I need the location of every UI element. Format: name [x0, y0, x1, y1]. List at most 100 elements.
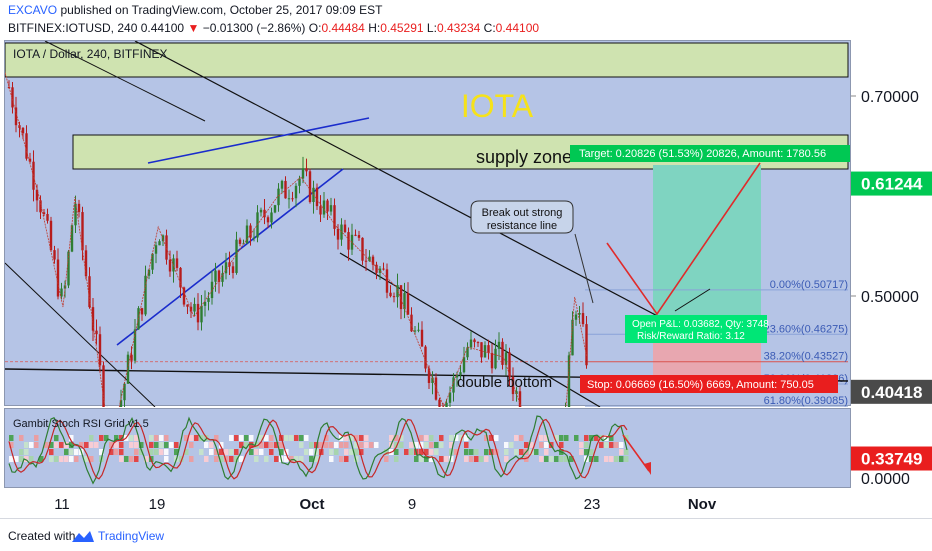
- symbol-line[interactable]: BITFINEX:IOTUSD, 240: [8, 21, 137, 35]
- grid-cell: [514, 435, 519, 441]
- grid-cell: [9, 435, 14, 441]
- candle-body: [473, 340, 475, 343]
- candle-body: [477, 342, 479, 343]
- fib-level-label: 0.00%(0.50717): [770, 279, 848, 291]
- candle-body: [270, 212, 272, 222]
- grid-cell: [419, 435, 424, 441]
- tradingview-link[interactable]: TradingView: [98, 529, 164, 543]
- candle-body: [393, 296, 395, 297]
- candle-body: [491, 353, 493, 368]
- grid-cell: [549, 456, 554, 462]
- indicator-pane[interactable]: Gambit Stoch RSI Grid v1.5: [4, 408, 851, 488]
- candle-body: [438, 400, 440, 407]
- grid-cell: [254, 449, 259, 455]
- grid-cell: [229, 456, 234, 462]
- grid-cell: [544, 456, 549, 462]
- candle-body: [207, 298, 209, 302]
- candle-body: [358, 235, 360, 238]
- grid-cell: [119, 449, 124, 455]
- candle-body: [288, 198, 290, 199]
- price-tag-label: 0.40418: [861, 383, 922, 402]
- candle-body: [344, 225, 346, 233]
- candle-body: [221, 273, 223, 282]
- grid-cell: [469, 449, 474, 455]
- candle-body: [389, 293, 391, 296]
- candle-body: [470, 340, 472, 348]
- grid-cell: [604, 456, 609, 462]
- candle-body: [267, 217, 269, 222]
- fib-level-label: 23.60%(0.46275): [764, 323, 848, 335]
- candle-body: [463, 357, 465, 372]
- grid-cell: [619, 456, 624, 462]
- grid-cell: [64, 449, 69, 455]
- candle-body: [316, 188, 318, 206]
- grid-cell: [59, 456, 64, 462]
- candle-body: [263, 210, 265, 217]
- author-link[interactable]: EXCAVO: [8, 3, 57, 17]
- grid-cell: [404, 449, 409, 455]
- grid-cell: [409, 442, 414, 448]
- tradingview-logo-icon: [72, 529, 94, 542]
- candle-body: [435, 378, 437, 400]
- grid-cell: [129, 435, 134, 441]
- grid-cell: [339, 456, 344, 462]
- channel-top-line: [135, 41, 705, 341]
- grid-cell: [229, 435, 234, 441]
- candle-body: [291, 198, 293, 199]
- candle-body: [326, 201, 328, 212]
- grid-cell: [519, 435, 524, 441]
- grid-cell: [224, 449, 229, 455]
- grid-cell: [384, 456, 389, 462]
- grid-cell: [329, 442, 334, 448]
- grid-cell: [434, 449, 439, 455]
- grid-cell: [329, 449, 334, 455]
- grid-cell: [94, 442, 99, 448]
- grid-cell: [274, 456, 279, 462]
- grid-cell: [249, 435, 254, 441]
- grid-cell: [514, 449, 519, 455]
- indicator-chart[interactable]: Gambit Stoch RSI Grid v1.5: [5, 409, 852, 489]
- close-value: 0.44100: [496, 21, 539, 35]
- grid-cell: [154, 442, 159, 448]
- candle-body: [498, 342, 500, 349]
- grid-cell: [609, 442, 614, 448]
- grid-cell: [329, 456, 334, 462]
- grid-cell: [619, 442, 624, 448]
- price-axis-svg[interactable]: 0.700000.500000.300000.612440.404180.337…: [851, 40, 932, 488]
- candle-body: [74, 204, 76, 225]
- grid-cell: [204, 456, 209, 462]
- grid-cell: [344, 449, 349, 455]
- candle-body: [186, 305, 188, 307]
- grid-cell: [429, 442, 434, 448]
- candle-body: [36, 190, 38, 201]
- grid-cell: [624, 449, 629, 455]
- grid-cell: [504, 449, 509, 455]
- price-axis[interactable]: 0.700000.500000.300000.612440.404180.337…: [851, 40, 932, 488]
- price-chart[interactable]: 0.00%(0.50717)23.60%(0.46275)38.20%(0.43…: [5, 41, 852, 407]
- grid-cell: [64, 456, 69, 462]
- grid-cell: [429, 449, 434, 455]
- grid-cell: [29, 442, 34, 448]
- grid-cell: [609, 456, 614, 462]
- candle-body: [379, 269, 381, 273]
- time-tick-label: 11: [54, 496, 70, 513]
- grid-cell: [579, 449, 584, 455]
- grid-cell: [559, 435, 564, 441]
- grid-cell: [424, 435, 429, 441]
- candle-body: [130, 355, 132, 361]
- grid-cell: [504, 456, 509, 462]
- grid-cell: [534, 449, 539, 455]
- candle-body: [382, 269, 384, 270]
- last-price: 0.44100: [141, 21, 184, 35]
- candle-body: [274, 205, 276, 212]
- grid-cell: [554, 456, 559, 462]
- candle-body: [211, 282, 213, 298]
- grid-cell: [594, 456, 599, 462]
- candle-body: [99, 334, 101, 365]
- candle-body: [305, 168, 307, 171]
- price-pane[interactable]: 0.00%(0.50717)23.60%(0.46275)38.20%(0.43…: [4, 40, 851, 406]
- price-tick-label: 0.50000: [861, 289, 919, 306]
- time-tick-label: 19: [149, 496, 166, 513]
